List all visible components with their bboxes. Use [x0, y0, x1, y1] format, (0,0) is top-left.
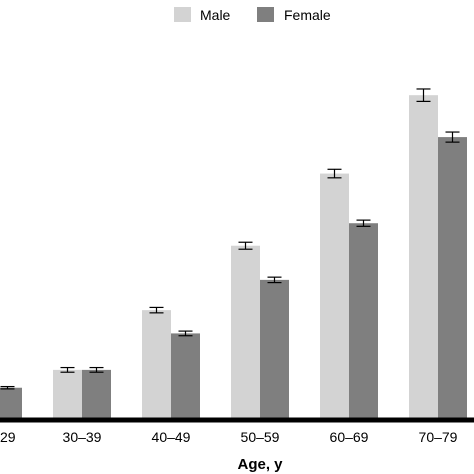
x-tick-labels: 29 30–39 40–49 50–59 60–69 70–79 — [0, 429, 458, 445]
bar-male-2 — [142, 310, 171, 418]
x-tick-label-2: 40–49 — [152, 429, 191, 445]
x-tick-label-0: 29 — [0, 429, 16, 445]
error-bar-female-4 — [356, 219, 371, 227]
error-bars-group — [0, 88, 460, 390]
error-bar-male-5 — [416, 88, 431, 102]
bar-female-1 — [82, 369, 111, 418]
legend-swatch-male — [174, 7, 191, 22]
error-bar-female-1 — [89, 366, 104, 373]
bar-female-3 — [260, 279, 289, 418]
legend-swatch-female — [257, 7, 274, 22]
bar-male-4 — [320, 173, 349, 418]
error-bar-female-5 — [445, 131, 460, 143]
legend-label-male: Male — [200, 7, 231, 23]
legend: Male Female — [174, 7, 331, 23]
bar-male-3 — [231, 245, 260, 418]
x-tick-label-3: 50–59 — [241, 429, 280, 445]
bar-male-5 — [409, 95, 438, 419]
error-bar-female-0 — [0, 385, 15, 390]
error-bar-female-2 — [178, 330, 193, 337]
x-tick-label-5: 70–79 — [419, 429, 458, 445]
bar-male-1 — [53, 369, 82, 418]
bar-female-0 — [0, 387, 22, 418]
error-bar-male-4 — [327, 168, 342, 179]
x-tick-label-4: 60–69 — [330, 429, 369, 445]
bar-female-5 — [438, 137, 467, 418]
error-bar-male-2 — [149, 306, 164, 314]
bar-female-2 — [171, 333, 200, 418]
legend-label-female: Female — [284, 7, 331, 23]
x-axis-title: Age, y — [237, 456, 283, 473]
bar-female-4 — [349, 223, 378, 418]
bars-group — [0, 95, 467, 419]
x-tick-label-1: 30–39 — [63, 429, 102, 445]
error-bar-female-3 — [267, 276, 282, 284]
error-bar-male-3 — [238, 241, 253, 250]
error-bar-male-1 — [60, 366, 75, 373]
